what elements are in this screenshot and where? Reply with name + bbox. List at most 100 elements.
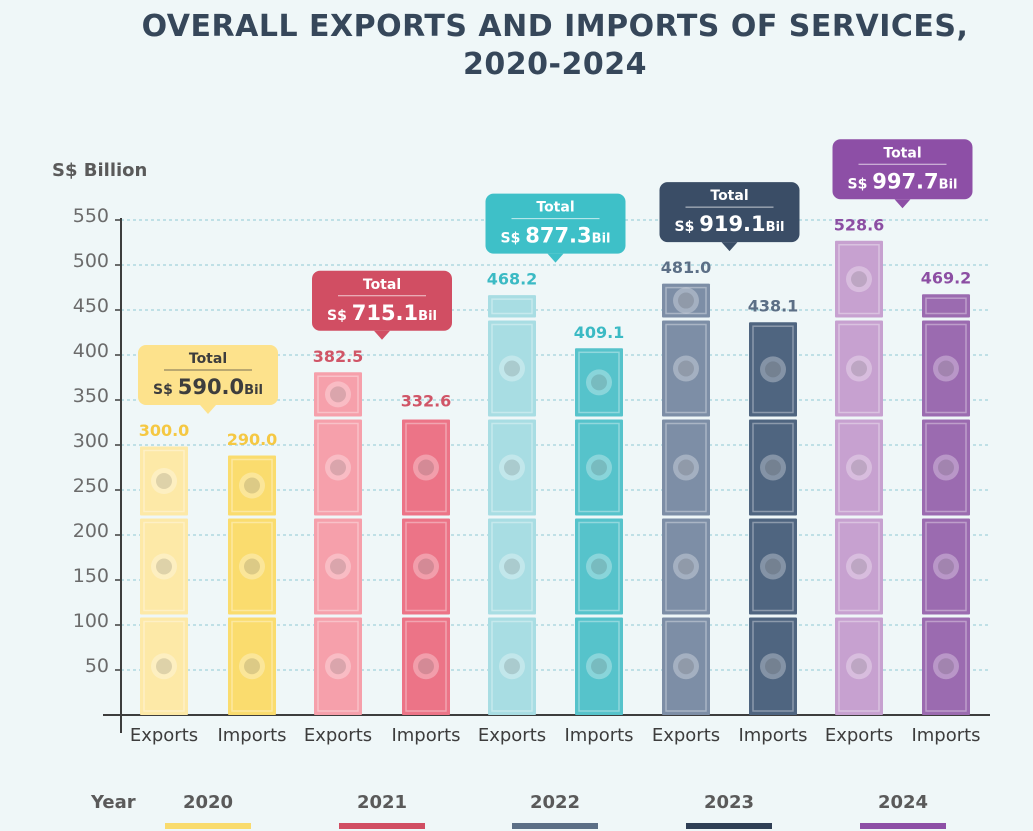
legend-year-label: 2021: [356, 792, 408, 813]
coin-icon: [325, 381, 351, 408]
coin-icon-inner: [330, 386, 346, 403]
coin-icon: [933, 355, 959, 382]
coin-icon-inner: [678, 459, 694, 476]
total-value: S$ 877.3Bil: [501, 224, 611, 248]
bar-segment: [922, 320, 970, 417]
coin-icon-inner: [765, 658, 781, 675]
coin-icon: [239, 653, 265, 680]
total-callout: [312, 270, 452, 331]
total-value: S$ 715.1Bil: [327, 301, 437, 325]
note-border: [752, 521, 794, 612]
coin-icon-inner: [851, 271, 867, 288]
bar-segment: [228, 455, 276, 516]
bar-value-label: 300.0: [139, 421, 190, 440]
coin-icon: [760, 553, 786, 580]
note-border: [143, 620, 185, 712]
note-border: [752, 422, 794, 513]
bar-segment: [488, 518, 536, 615]
coin-icon: [673, 287, 699, 314]
coin-icon-inner: [504, 558, 520, 575]
x-tick-label: Imports: [217, 725, 286, 746]
coin-icon: [586, 369, 612, 396]
bar-segment: [749, 518, 797, 615]
coin-icon-inner: [418, 459, 434, 476]
coin-icon: [586, 454, 612, 481]
coin-icon: [760, 356, 786, 383]
note-border: [752, 620, 794, 712]
bar-segment: [314, 372, 362, 417]
coin-icon: [499, 355, 525, 382]
legend-color-bar: [860, 823, 946, 829]
bar-segment: [488, 419, 536, 516]
bar-segment: [922, 294, 970, 318]
bar-segment: [749, 617, 797, 715]
bar-segment: [575, 617, 623, 715]
coin-icon: [846, 355, 872, 382]
y-tick-label: 300: [73, 430, 109, 452]
x-tick-label: Imports: [391, 725, 460, 746]
coin-icon: [325, 454, 351, 481]
coin-icon: [846, 553, 872, 580]
coin-icon-inner: [938, 558, 954, 575]
bar-segment: [140, 518, 188, 615]
coin-icon-inner: [851, 558, 867, 575]
legend-color-bar: [686, 823, 772, 829]
coin-icon: [673, 355, 699, 382]
coin-icon: [499, 553, 525, 580]
bar-segment: [488, 617, 536, 715]
x-tick-label: Imports: [738, 725, 807, 746]
note-border: [578, 620, 620, 712]
note-border: [405, 620, 447, 712]
bar-segment: [922, 419, 970, 516]
coin-icon-inner: [765, 361, 781, 378]
bar-segment: [488, 320, 536, 417]
coin-icon-inner: [938, 658, 954, 675]
coin-icon-inner: [156, 658, 172, 675]
total-label: Total: [710, 188, 748, 204]
coin-icon-inner: [244, 477, 260, 494]
bar-segment: [835, 320, 883, 417]
note-border: [143, 521, 185, 612]
bar-value-label: 481.0: [661, 258, 712, 277]
coin-icon-inner: [504, 360, 520, 377]
bar-segment: [140, 446, 188, 516]
note-border: [317, 422, 359, 513]
coin-icon-inner: [678, 360, 694, 377]
note-border: [405, 422, 447, 513]
note-border: [838, 422, 880, 513]
coin-icon: [933, 553, 959, 580]
x-tick-label: Exports: [478, 725, 546, 746]
bar-segment: [140, 617, 188, 715]
y-tick-label: 50: [85, 655, 109, 677]
bar-segment: [314, 419, 362, 516]
x-tick-label: Exports: [130, 725, 198, 746]
note-border: [665, 620, 707, 712]
coin-icon-inner: [851, 360, 867, 377]
x-tick-label: Exports: [304, 725, 372, 746]
bar-value-label: 438.1: [748, 297, 799, 316]
coin-icon: [673, 454, 699, 481]
coin-icon-inner: [418, 658, 434, 675]
coin-icon: [673, 553, 699, 580]
y-tick-label: 250: [73, 475, 109, 497]
x-tick-label: Imports: [564, 725, 633, 746]
bar-value-label: 469.2: [921, 269, 972, 288]
legend-color-bar: [165, 823, 251, 829]
note-border: [317, 375, 359, 414]
bar-segment: [488, 295, 536, 318]
note-border: [317, 620, 359, 712]
bar-value-label: 332.6: [401, 392, 452, 411]
coin-icon: [846, 653, 872, 680]
note-border: [491, 422, 533, 513]
bar-segment: [662, 419, 710, 516]
total-callout: [138, 345, 278, 405]
note-border: [665, 323, 707, 414]
coin-icon-inner: [591, 374, 607, 391]
callout-pointer: [200, 405, 216, 414]
coin-icon-inner: [938, 459, 954, 476]
coin-icon: [413, 653, 439, 680]
legend-year-label: 2024: [877, 792, 929, 813]
note-border: [925, 297, 967, 315]
y-tick-label: 500: [73, 250, 109, 272]
